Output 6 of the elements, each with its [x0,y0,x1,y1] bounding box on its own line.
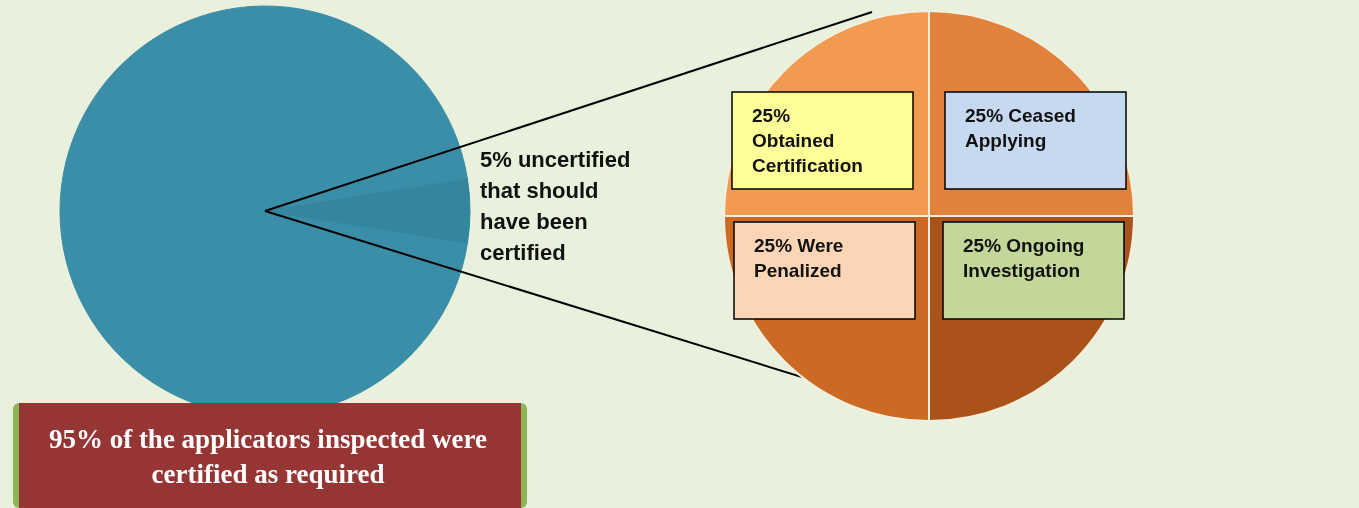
slice-label: 95% of the applicators inspected were certified as required [48,424,488,489]
slice-label: 5% uncertified that should have been certified [480,147,631,265]
slice-label: 25% Were Penalized [754,235,844,281]
slice-label: 25% Obtained Certification [752,105,863,176]
slice-label: 25% Ongoing Investigation [963,235,1085,281]
slice-label: 25% Ceased Applying [965,105,1076,151]
